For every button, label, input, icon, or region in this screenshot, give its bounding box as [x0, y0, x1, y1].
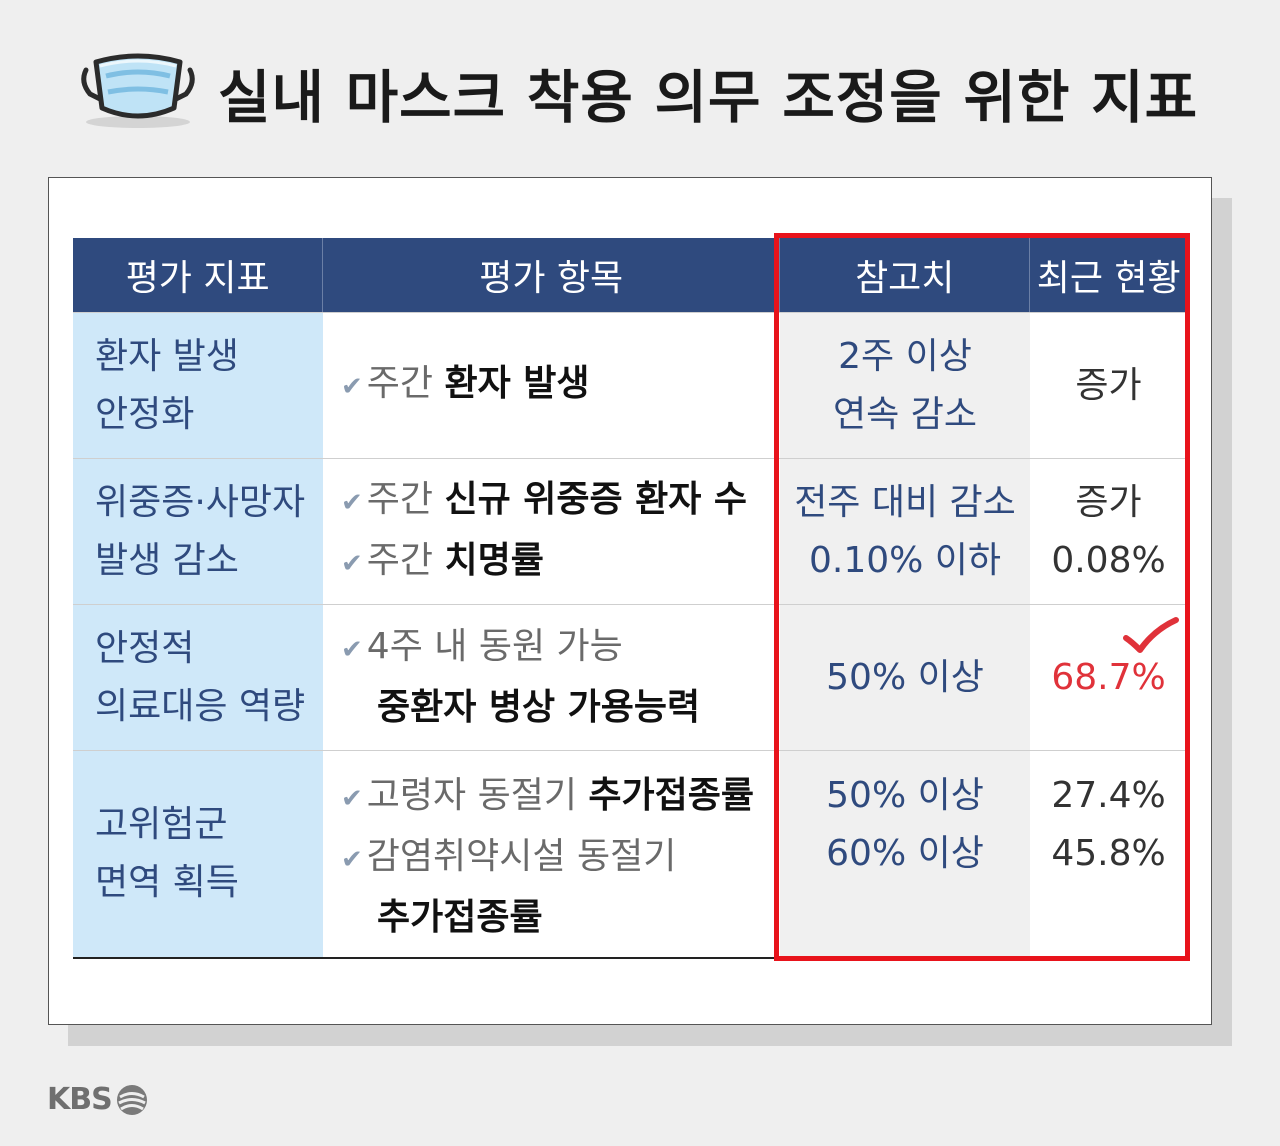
indicator-cell: 위중증·사망자 발생 감소 — [73, 459, 323, 604]
list-item: ✔ 4주 내 동원 가능 — [341, 626, 623, 667]
reference-cell: 50% 이상 60% 이상 — [780, 751, 1030, 957]
table-header: 평가 지표 평가 항목 참고치 최근 현황 — [73, 238, 1187, 312]
reference-cell: 50% 이상 — [780, 605, 1030, 750]
reference-cell: 전주 대비 감소 0.10% 이하 — [780, 459, 1030, 604]
header-items: 평가 항목 — [323, 238, 781, 312]
items-cell: ✔ 주간 신규 위중증 환자 수 ✔ 주간 치명률 — [323, 459, 780, 604]
check-mark-icon: ✔ — [341, 487, 363, 518]
header-status: 최근 현황 — [1036, 258, 1181, 299]
indicator-cell: 고위험군 면역 획득 — [73, 751, 323, 957]
indicator-cell: 환자 발생 안정화 — [73, 313, 323, 458]
list-item: 추가접종률 — [377, 897, 543, 938]
table-row: 환자 발생 안정화 ✔ 주간 환자 발생 2주 이상 연속 감소 증가 — [73, 312, 1187, 458]
face-mask-icon — [81, 53, 195, 128]
table-row: 고위험군 면역 획득 ✔ 고령자 동절기 추가접종률 ✔ 감염취약시설 동절기 추가… — [73, 750, 1187, 957]
table-row: 위중증·사망자 발생 감소 ✔ 주간 신규 위중증 환자 수 ✔ 주간 치명률 전주… — [73, 458, 1187, 604]
reference-cell: 2주 이상 연속 감소 — [780, 313, 1030, 458]
header-indicator: 평가 지표 — [73, 238, 324, 312]
check-mark-icon: ✔ — [341, 372, 363, 402]
list-item: ✔ 고령자 동절기 추가접종률 — [341, 775, 755, 816]
list-item: ✔ 주간 치명률 — [341, 539, 544, 581]
page-title: 실내 마스크 착용 의무 조정을 위한 지표 — [218, 65, 1199, 131]
highlight-box — [774, 233, 1190, 961]
header-reference: 참고치 — [780, 238, 1031, 312]
list-item: ✔ 주간 신규 위중증 환자 수 — [341, 478, 748, 520]
indicator-cell: 안정적 의료대응 역량 — [73, 605, 323, 750]
status-cell: 증가 — [1030, 313, 1187, 458]
alert-value: 68.7% — [1051, 656, 1166, 698]
check-mark-icon: ✔ — [341, 784, 363, 814]
kbs-logo: KBS — [47, 1082, 148, 1117]
list-item: ✔ 주간 환자 발생 — [341, 363, 590, 404]
status-cell: 27.4% 45.8% — [1030, 751, 1187, 957]
items-cell: ✔ 4주 내 동원 가능 중환자 병상 가용능력 — [323, 605, 780, 750]
list-item: 중환자 병상 가용능력 — [377, 687, 701, 728]
status-cell: 증가 0.08% — [1030, 459, 1187, 604]
list-item: ✔ 감염취약시설 동절기 — [341, 836, 677, 877]
header: 실내 마스크 착용 의무 조정을 위한 지표 — [0, 0, 1280, 170]
items-cell: ✔ 고령자 동절기 추가접종률 ✔ 감염취약시설 동절기 추가접종률 — [323, 751, 780, 957]
check-mark-icon: ✔ — [341, 635, 363, 665]
table-bottom-border — [73, 957, 1187, 959]
items-cell: ✔ 주간 환자 발생 — [323, 313, 780, 458]
logo-text: KBS — [47, 1082, 113, 1117]
check-mark-icon — [1123, 617, 1179, 653]
indicator-table: 평가 지표 평가 항목 참고치 최근 현황 환자 발생 안정화 ✔ 주간 환자 발… — [73, 238, 1187, 959]
kbs-logo-icon — [116, 1084, 147, 1115]
check-mark-icon: ✔ — [341, 548, 363, 579]
check-mark-icon: ✔ — [341, 845, 363, 875]
